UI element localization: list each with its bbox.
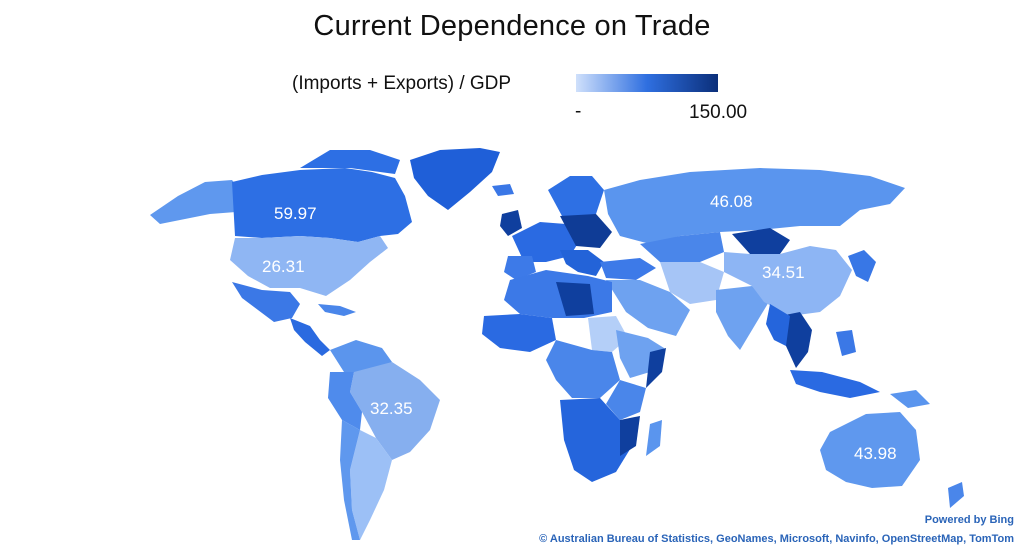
region-russia[interactable] (604, 168, 905, 244)
region-uk-ireland[interactable] (500, 210, 522, 236)
label-australia: 43.98 (854, 444, 897, 463)
region-turkey-caucasus[interactable] (600, 258, 656, 280)
region-madagascar[interactable] (646, 420, 662, 456)
powered-by-bing: Powered by Bing (924, 514, 1014, 526)
region-iran-afghanistan[interactable] (660, 262, 724, 304)
region-colombia-venezuela[interactable] (330, 340, 392, 372)
region-southern-africa[interactable] (560, 398, 632, 482)
region-mozambique[interactable] (620, 416, 640, 456)
region-west-africa[interactable] (482, 314, 556, 352)
region-north-africa[interactable] (504, 270, 612, 318)
label-united-states: 26.31 (262, 257, 305, 276)
region-caribbean[interactable] (318, 304, 356, 316)
region-central-america[interactable] (290, 318, 330, 356)
legend-min-label: - (575, 101, 582, 122)
label-brazil: 32.35 (370, 399, 413, 418)
region-india[interactable] (716, 286, 770, 350)
region-scandinavia[interactable] (548, 176, 604, 222)
region-iceland[interactable] (492, 184, 514, 196)
legend-max-label: 150.00 (689, 102, 748, 123)
map-title: Current Dependence on Trade (313, 10, 711, 42)
region-iberia[interactable] (504, 256, 536, 280)
region-brazil[interactable] (350, 362, 440, 460)
region-central-africa[interactable] (546, 340, 620, 398)
legend-label: (Imports + Exports) / GDP (292, 73, 512, 94)
region-greenland[interactable] (410, 148, 500, 210)
region-libya[interactable] (556, 282, 594, 316)
region-new-zealand[interactable] (948, 482, 964, 508)
region-philippines[interactable] (836, 330, 856, 356)
region-alaska[interactable] (150, 180, 240, 224)
region-indochina[interactable] (766, 304, 790, 346)
region-central-europe[interactable] (560, 214, 612, 248)
label-russia: 46.08 (710, 192, 753, 211)
region-peru-bolivia[interactable] (328, 372, 362, 430)
region-mexico[interactable] (232, 282, 300, 322)
region-east-africa[interactable] (606, 380, 646, 420)
legend-gradient-bar (576, 74, 718, 92)
region-australia[interactable] (820, 412, 920, 488)
region-canada-islands[interactable] (300, 150, 400, 174)
region-kazakhstan[interactable] (640, 232, 724, 262)
region-png[interactable] (890, 390, 930, 408)
region-argentina[interactable] (350, 430, 392, 540)
map-credits: © Australian Bureau of Statistics, GeoNa… (539, 533, 1014, 545)
region-mongolia[interactable] (732, 228, 790, 254)
region-korea-japan[interactable] (848, 250, 876, 282)
region-malaysia-indonesia[interactable] (790, 370, 880, 398)
region-somalia[interactable] (646, 348, 666, 388)
label-china: 34.51 (762, 263, 805, 282)
label-canada: 59.97 (274, 204, 317, 223)
region-chile[interactable] (340, 420, 360, 540)
region-middle-east[interactable] (606, 280, 690, 336)
region-italy-balkans[interactable] (560, 250, 604, 276)
region-china[interactable] (724, 246, 852, 316)
region-united-states[interactable] (230, 236, 388, 296)
region-canada[interactable] (232, 168, 412, 242)
